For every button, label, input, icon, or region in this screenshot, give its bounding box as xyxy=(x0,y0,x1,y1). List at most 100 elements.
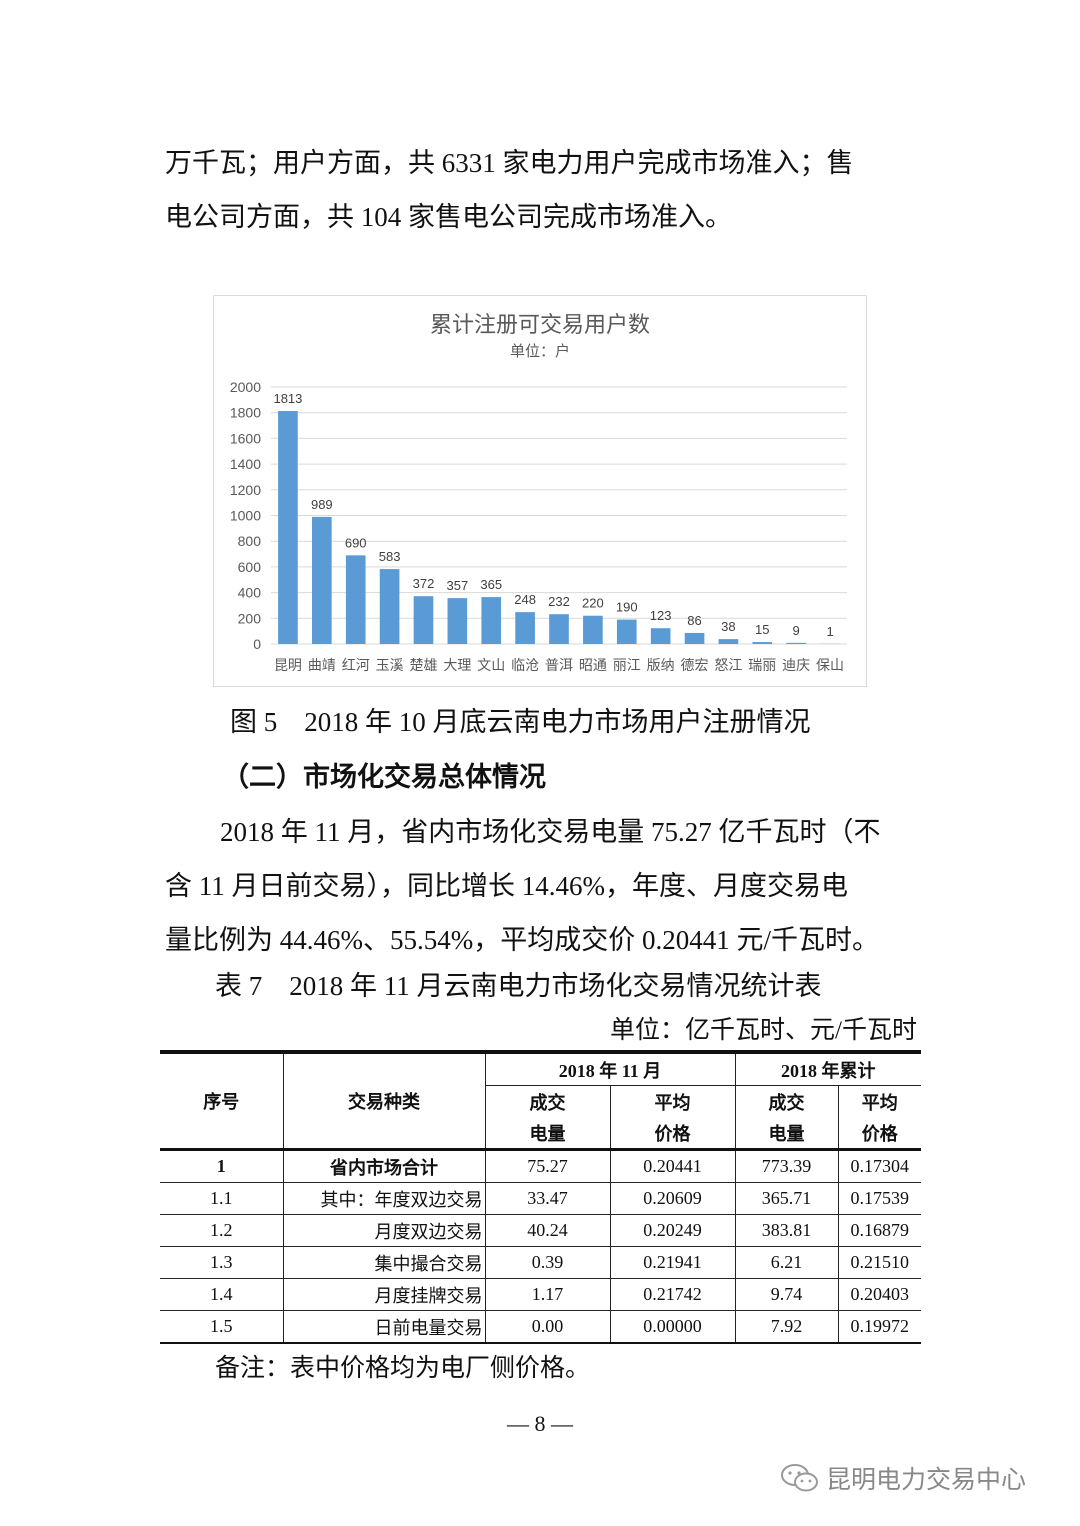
x-tick-label: 怒江 xyxy=(714,658,742,674)
cumulative-volume: 9.74 xyxy=(734,1278,839,1311)
y-tick-label: 1400 xyxy=(230,456,261,472)
paragraph-line: 含 11 月日前交易），同比增长 14.46%，年度、月度交易电 xyxy=(165,871,848,901)
bar xyxy=(413,596,434,644)
header-price: 平均 xyxy=(837,1085,921,1117)
month-price: 0.21941 xyxy=(609,1246,736,1279)
y-tick-label: 2000 xyxy=(230,379,261,395)
watermark-text: 昆明电力交易中心 xyxy=(826,1465,1027,1494)
chart-svg: 累计注册可交易用户数 单位：户 0 200 400 600 800 1000 1200 140… xyxy=(230,312,847,674)
x-tick-label: 昭通 xyxy=(579,658,607,674)
chart-title: 累计注册可交易用户数 xyxy=(430,312,650,337)
data-label: 232 xyxy=(548,594,570,609)
month-price: 0.00000 xyxy=(609,1310,736,1344)
cumulative-price: 0.16879 xyxy=(837,1214,921,1247)
bar xyxy=(345,555,366,644)
bar-chart: 累计注册可交易用户数 单位：户 0 200 400 600 800 1000 1200 140… xyxy=(213,295,867,687)
x-tick-label: 玉溪 xyxy=(376,658,404,674)
month-price: 0.20249 xyxy=(609,1214,736,1247)
statistics-table: 序号 交易种类 2018 年 11 月 2018 年累计 成交 平均 成交 平均… xyxy=(160,1050,921,1344)
x-tick-label: 丽江 xyxy=(613,658,641,674)
paragraph-line: 万千瓦；用户方面，共 6331 家电力用户完成市场准入；售 xyxy=(165,148,854,178)
row-no: 1.5 xyxy=(160,1310,284,1344)
y-tick-label: 200 xyxy=(238,610,262,626)
x-tick-label: 大理 xyxy=(443,658,471,674)
x-tick-label: 昆明 xyxy=(274,659,302,674)
data-label: 123 xyxy=(650,608,672,623)
table-row: 1.5 日前电量交易 0.00 0.00000 7.92 0.19972 xyxy=(160,1310,921,1344)
data-label: 365 xyxy=(480,577,502,592)
header-no: 序号 xyxy=(160,1050,284,1150)
row-no: 1.2 xyxy=(160,1214,284,1247)
x-tick-label: 德宏 xyxy=(681,658,709,674)
header-volume: 电量 xyxy=(484,1117,611,1150)
bar xyxy=(278,411,298,644)
y-tick-label: 800 xyxy=(238,533,262,549)
data-label: 1 xyxy=(826,624,833,639)
month-volume: 0.00 xyxy=(484,1310,611,1344)
header-cumulative: 2018 年累计 xyxy=(734,1050,921,1086)
table-title: 表 7 2018 年 11 月云南电力市场化交易情况统计表 xyxy=(215,971,822,1001)
paragraph-line: 电公司方面，共 104 家售电公司完成市场准入。 xyxy=(165,202,732,232)
table-row: 1.3 集中撮合交易 0.39 0.21941 6.21 0.21510 xyxy=(160,1246,921,1279)
cumulative-volume: 365.71 xyxy=(734,1182,839,1215)
table-row: 1.2 月度双边交易 40.24 0.20249 383.81 0.16879 xyxy=(160,1214,921,1247)
data-label: 86 xyxy=(687,613,701,628)
data-label: 190 xyxy=(616,600,638,615)
y-tick-label: 1800 xyxy=(230,405,261,421)
bar xyxy=(583,615,603,644)
data-label: 357 xyxy=(447,578,469,593)
cumulative-volume: 7.92 xyxy=(734,1310,839,1344)
figure-caption: 图 5 2018 年 10 月底云南电力市场用户注册情况 xyxy=(230,707,811,737)
x-tick-label: 普洱 xyxy=(545,658,573,674)
x-tick-label: 曲靖 xyxy=(308,658,336,674)
x-tick-label: 保山 xyxy=(816,658,844,674)
bar xyxy=(718,639,739,644)
data-label: 9 xyxy=(793,623,800,638)
row-type: 月度挂牌交易 xyxy=(282,1278,486,1311)
x-tick-label: 临沧 xyxy=(511,657,539,674)
row-no: 1.3 xyxy=(160,1246,284,1279)
header-volume: 电量 xyxy=(734,1117,839,1150)
row-no: 1.1 xyxy=(160,1182,284,1215)
bar xyxy=(515,612,535,644)
chart-subtitle: 单位：户 xyxy=(510,343,570,360)
y-tick-label: 0 xyxy=(253,636,261,652)
bar xyxy=(684,632,705,644)
header-volume: 成交 xyxy=(734,1085,839,1117)
data-label: 583 xyxy=(379,549,401,564)
data-label: 15 xyxy=(755,622,769,637)
month-price: 0.20441 xyxy=(609,1148,736,1183)
section-heading: （二）市场化交易总体情况 xyxy=(222,762,546,792)
x-tick-label: 红河 xyxy=(342,658,370,674)
month-price: 0.20609 xyxy=(609,1182,736,1215)
table-row: 1 省内市场合计 75.27 0.20441 773.39 0.17304 xyxy=(160,1148,921,1183)
y-tick-label: 1600 xyxy=(230,430,261,446)
x-tick-label: 文山 xyxy=(477,658,505,674)
bar xyxy=(379,569,400,644)
header-price: 平均 xyxy=(609,1085,736,1117)
row-type: 省内市场合计 xyxy=(282,1148,486,1183)
data-label: 989 xyxy=(311,497,333,512)
row-type: 日前电量交易 xyxy=(282,1310,486,1344)
y-tick-label: 400 xyxy=(238,585,262,601)
x-tick-label: 迪庆 xyxy=(782,658,810,674)
x-tick-label: 版纳 xyxy=(647,658,675,674)
header-volume: 成交 xyxy=(484,1085,611,1117)
cumulative-volume: 773.39 xyxy=(734,1148,839,1183)
header-type: 交易种类 xyxy=(282,1050,486,1150)
cumulative-price: 0.17539 xyxy=(837,1182,921,1215)
data-label: 1813 xyxy=(273,391,302,406)
cumulative-price: 0.21510 xyxy=(837,1246,921,1279)
watermark: 昆明电力交易中心 xyxy=(780,1460,1026,1496)
table-row: 1.4 月度挂牌交易 1.17 0.21742 9.74 0.20403 xyxy=(160,1278,921,1311)
month-volume: 0.39 xyxy=(484,1246,611,1279)
month-volume: 33.47 xyxy=(484,1182,611,1215)
cumulative-volume: 6.21 xyxy=(734,1246,839,1279)
data-label: 690 xyxy=(345,535,367,550)
table-unit: 单位：亿千瓦时、元/千瓦时 xyxy=(610,1017,917,1044)
bar xyxy=(752,642,773,644)
bar xyxy=(481,597,502,644)
y-tick-label: 1000 xyxy=(230,508,261,524)
bar xyxy=(650,628,671,644)
data-label: 372 xyxy=(413,576,435,591)
